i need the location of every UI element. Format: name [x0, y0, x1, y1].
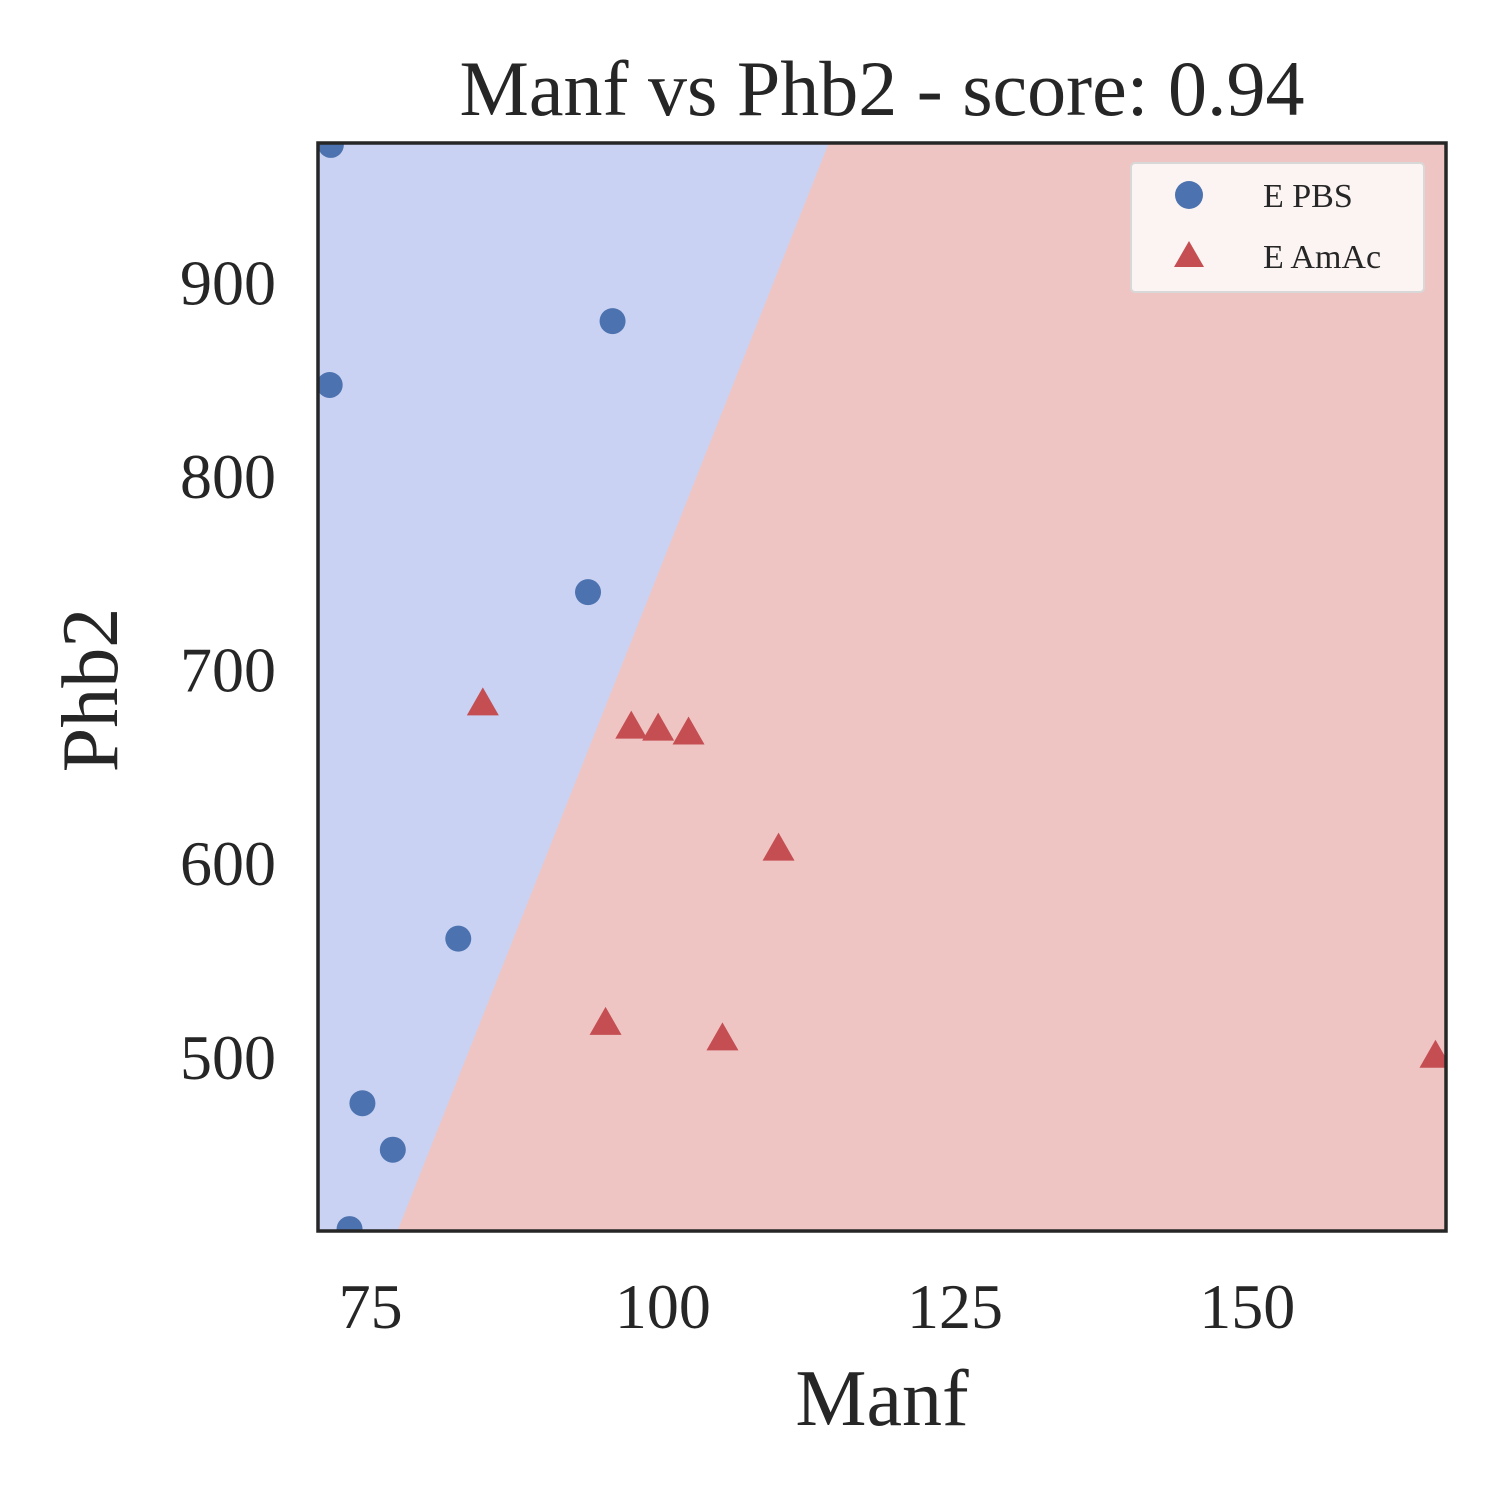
data-points [318, 143, 1446, 1231]
legend-label-e-pbs: E PBS [1263, 178, 1353, 215]
point-e-amac-5 [589, 1006, 622, 1035]
point-e-amac-3 [672, 716, 705, 745]
point-e-amac-2 [642, 712, 675, 741]
legend-label-e-amac: E AmAc [1263, 239, 1381, 276]
y-axis-ticks: 500 600 700 800 900 [180, 247, 276, 1092]
decision-region-e-pbs [318, 143, 829, 1231]
point-e-pbs-4 [445, 925, 472, 952]
point-e-pbs-7 [336, 1216, 363, 1231]
point-e-amac-4 [762, 832, 795, 861]
point-e-pbs-5 [349, 1090, 376, 1117]
x-axis-ticks: 75 100 125 150 [339, 1271, 1296, 1342]
point-e-amac-1 [615, 710, 648, 739]
y-tick-label-0: 500 [180, 1022, 276, 1093]
chart-title: Manf vs Phb2 - score: 0.94 [460, 45, 1305, 132]
plot-frame [316, 141, 1448, 1233]
point-e-pbs-0 [318, 143, 344, 158]
x-tick-label-1: 100 [615, 1271, 711, 1342]
point-e-pbs-1 [318, 371, 343, 398]
legend: E PBS E AmAc [1130, 162, 1425, 293]
point-e-amac-6 [706, 1022, 739, 1051]
point-e-pbs-2 [599, 308, 626, 335]
y-axis-label: Phb2 [47, 608, 135, 773]
point-e-pbs-3 [575, 579, 602, 606]
legend-marker-e-amac [1174, 241, 1204, 267]
x-tick-label-2: 125 [907, 1271, 1003, 1342]
x-tick-label-3: 150 [1199, 1271, 1295, 1342]
point-e-pbs-6 [379, 1136, 406, 1163]
y-tick-label-4: 900 [180, 247, 276, 318]
point-e-amac-7 [1419, 1039, 1446, 1068]
x-tick-label-0: 75 [339, 1271, 403, 1342]
legend-box [1130, 162, 1425, 293]
y-tick-label-1: 600 [180, 828, 276, 899]
x-axis-label: Manf [795, 1355, 969, 1443]
point-e-amac-0 [466, 687, 499, 716]
y-tick-label-3: 800 [180, 441, 276, 512]
y-tick-label-2: 700 [180, 635, 276, 706]
legend-marker-e-pbs [1175, 181, 1203, 209]
